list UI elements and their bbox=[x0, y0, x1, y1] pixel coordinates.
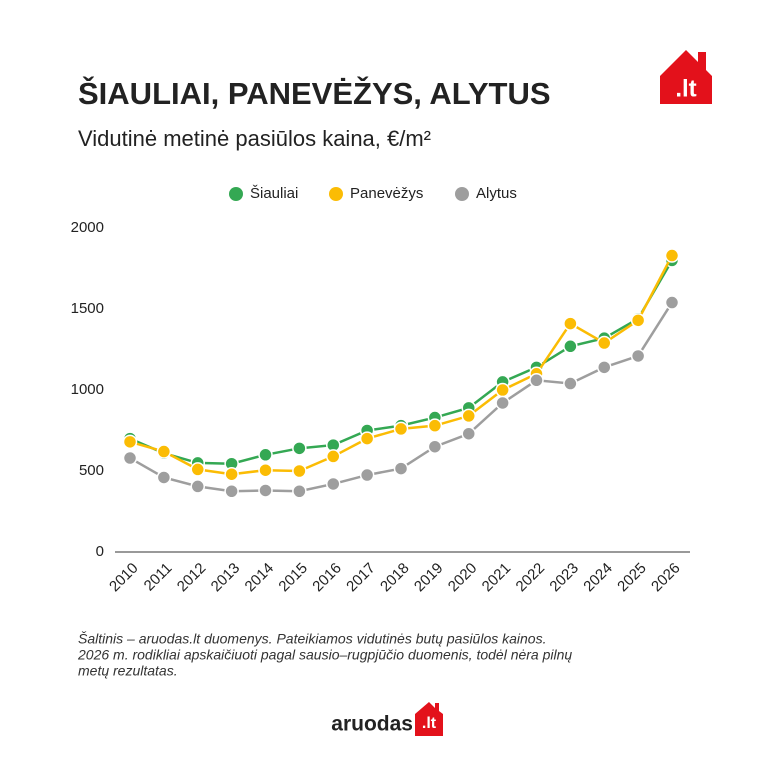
point bbox=[664, 248, 680, 263]
x-tick-label: 2017 bbox=[343, 560, 379, 596]
y-tick-label: 0 bbox=[96, 543, 104, 560]
brand-suffix: .lt bbox=[422, 715, 437, 732]
brand-badge bbox=[415, 702, 443, 736]
x-tick-label: 2019 bbox=[411, 560, 447, 596]
point bbox=[563, 339, 578, 354]
x-tick-label: 2020 bbox=[445, 560, 481, 596]
series-line bbox=[129, 254, 674, 476]
point bbox=[664, 295, 680, 310]
point bbox=[224, 484, 239, 499]
brand-name: aruodas bbox=[331, 713, 413, 736]
point bbox=[326, 449, 341, 464]
point bbox=[292, 463, 307, 479]
x-tick-label: 2025 bbox=[614, 560, 650, 596]
point bbox=[630, 348, 646, 364]
point bbox=[326, 476, 341, 492]
x-tick-label: 2013 bbox=[208, 560, 244, 596]
x-tick-label: 2010 bbox=[106, 560, 142, 596]
point bbox=[393, 421, 409, 437]
point bbox=[292, 441, 307, 456]
x-tick-label: 2016 bbox=[309, 560, 345, 596]
point bbox=[495, 382, 510, 398]
point bbox=[190, 479, 205, 494]
note: metų rezultatas. bbox=[78, 663, 178, 679]
point bbox=[258, 483, 273, 498]
note: Šaltinis – aruodas.lt duomenys. Pateikia… bbox=[78, 631, 546, 647]
logo-house bbox=[660, 50, 712, 104]
legend-label: Šiauliai bbox=[250, 185, 298, 202]
point bbox=[597, 360, 612, 375]
x-tick-label: 2021 bbox=[479, 560, 515, 596]
x-tick-label: 2018 bbox=[377, 560, 413, 596]
legend-marker bbox=[329, 187, 343, 201]
point bbox=[156, 444, 172, 459]
brand: aruodas .lt bbox=[331, 702, 443, 736]
logo-text: .lt bbox=[675, 75, 696, 102]
point bbox=[224, 466, 239, 482]
y-tick-label: 2000 bbox=[71, 219, 104, 236]
chart-subtitle: Vidutinė metinė pasiūlos kaina, €/m² bbox=[78, 126, 431, 151]
point bbox=[461, 426, 476, 441]
x-tick-label: 2012 bbox=[174, 560, 210, 596]
point bbox=[597, 335, 612, 351]
point bbox=[190, 462, 205, 477]
point bbox=[427, 418, 443, 433]
x-tick-label: 2015 bbox=[275, 560, 311, 596]
point bbox=[122, 434, 138, 450]
y-tick-label: 500 bbox=[79, 462, 104, 479]
legend-marker bbox=[455, 187, 469, 201]
legend-label: Alytus bbox=[476, 185, 517, 202]
logo: .lt bbox=[660, 50, 712, 104]
notes: Šaltinis – aruodas.lt duomenys. Pateikia… bbox=[77, 631, 572, 679]
legend-marker bbox=[229, 187, 243, 201]
x-tick-label: 2024 bbox=[580, 560, 616, 596]
point bbox=[529, 373, 544, 388]
point bbox=[630, 313, 646, 328]
point bbox=[122, 450, 138, 466]
x-tick-label: 2026 bbox=[648, 560, 684, 596]
point bbox=[563, 376, 578, 391]
x-tick-label: 2014 bbox=[242, 560, 278, 596]
x-tick-label: 2022 bbox=[513, 560, 549, 596]
point bbox=[427, 439, 443, 454]
x-tick-label: 2011 bbox=[141, 560, 176, 595]
point bbox=[393, 461, 409, 476]
point bbox=[359, 467, 375, 483]
point bbox=[258, 462, 273, 478]
point bbox=[359, 431, 375, 446]
x-tick-label: 2023 bbox=[546, 560, 582, 596]
y-tick-label: 1000 bbox=[71, 381, 104, 398]
y-tick-label: 1500 bbox=[71, 300, 104, 317]
legend-label: Panevėžys bbox=[350, 185, 423, 202]
point bbox=[495, 395, 510, 411]
point bbox=[563, 316, 578, 331]
point bbox=[156, 470, 172, 485]
point bbox=[258, 447, 273, 463]
chart-title: ŠIAULIAI, PANEVĖŽYS, ALYTUS bbox=[78, 75, 551, 111]
point bbox=[461, 408, 476, 424]
note: 2026 m. rodikliai apskaičiuoti pagal sau… bbox=[77, 647, 572, 663]
point bbox=[292, 484, 307, 499]
